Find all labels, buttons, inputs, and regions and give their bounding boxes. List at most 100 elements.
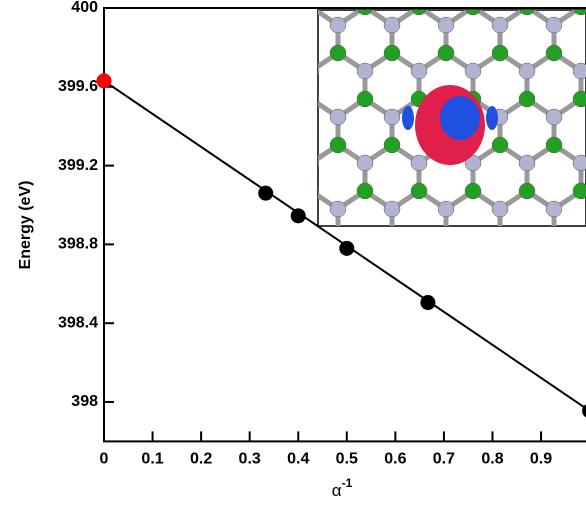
atom	[330, 201, 346, 217]
atom	[519, 91, 535, 107]
atom	[438, 229, 454, 245]
atom	[465, 247, 481, 263]
bond	[554, 283, 581, 301]
atom	[519, 183, 535, 199]
bond	[581, 237, 586, 255]
atom	[411, 183, 427, 199]
atom	[546, 229, 562, 245]
bond	[500, 237, 527, 255]
atom	[492, 17, 508, 33]
y-tick-label: 398.4	[58, 314, 98, 331]
bond	[527, 237, 554, 255]
atom	[384, 137, 400, 153]
bond	[257, 237, 284, 255]
y-tick-label: 399.6	[58, 78, 98, 95]
x-tick-label: 0.1	[141, 450, 163, 467]
atom	[357, 275, 373, 291]
atom	[492, 45, 508, 61]
x-tick-label: 0.5	[336, 450, 358, 467]
orbital-blue-side	[486, 106, 498, 130]
atom	[492, 201, 508, 217]
bond	[500, 283, 527, 301]
atom	[384, 45, 400, 61]
data-point	[291, 208, 306, 223]
bond	[581, 283, 586, 301]
atom	[492, 137, 508, 153]
bond	[527, 283, 554, 301]
atom	[384, 229, 400, 245]
atom	[384, 17, 400, 33]
data-point	[97, 73, 112, 88]
atom	[330, 137, 346, 153]
bond	[257, 145, 284, 163]
atom	[276, 17, 292, 33]
bond	[365, 237, 392, 255]
atom	[573, 275, 586, 291]
bond	[338, 283, 365, 301]
atom	[411, 155, 427, 171]
x-tick-label: 0.6	[384, 450, 406, 467]
atom	[573, 63, 586, 79]
x-tick-label: 0	[100, 450, 109, 467]
orbital-blue-side	[402, 106, 414, 130]
bond	[284, 99, 311, 117]
atom	[546, 17, 562, 33]
atom	[303, 183, 319, 199]
orbital-blue	[440, 96, 480, 140]
chart: Energy (eV) α-1 398398.4398.8399.2399.64…	[0, 0, 586, 505]
atom	[357, 91, 373, 107]
bond	[446, 283, 473, 301]
x-tick-label: 0.7	[433, 450, 455, 467]
atom	[303, 275, 319, 291]
bond	[446, 237, 473, 255]
bond	[284, 7, 311, 25]
atom	[276, 137, 292, 153]
bond	[311, 283, 338, 301]
atom	[303, 247, 319, 263]
atom	[465, 183, 481, 199]
atom	[465, 275, 481, 291]
atom	[546, 45, 562, 61]
x-axis-label: α-1	[332, 476, 353, 500]
x-tick-label: 0.9	[530, 450, 552, 467]
atom	[384, 201, 400, 217]
bond	[284, 145, 311, 163]
atom	[330, 109, 346, 125]
atom	[573, 91, 586, 107]
atom	[519, 275, 535, 291]
atom	[546, 201, 562, 217]
bond	[284, 283, 311, 301]
y-axis-label: Energy (eV)	[17, 181, 34, 270]
bond	[392, 237, 419, 255]
atom	[357, 155, 373, 171]
data-point	[420, 295, 435, 310]
bond	[473, 237, 500, 255]
y-tick-label: 398.8	[58, 236, 98, 253]
data-point	[258, 186, 273, 201]
atom	[303, 63, 319, 79]
atom	[303, 91, 319, 107]
atom	[438, 17, 454, 33]
bond	[284, 53, 311, 71]
atom	[519, 247, 535, 263]
atom	[411, 247, 427, 263]
x-tick-label: 0.3	[239, 450, 261, 467]
x-tick-label: 0.8	[481, 450, 503, 467]
atom	[276, 229, 292, 245]
atom	[438, 45, 454, 61]
bond	[365, 283, 392, 301]
atom	[519, 155, 535, 171]
atom	[411, 275, 427, 291]
data-point	[339, 241, 354, 256]
atom	[330, 45, 346, 61]
atom	[438, 201, 454, 217]
inset-image	[257, 0, 586, 301]
bond	[284, 237, 311, 255]
y-tick-label: 400	[71, 0, 98, 16]
atom	[546, 137, 562, 153]
atom	[465, 63, 481, 79]
y-tick-label: 398	[71, 393, 98, 410]
atom	[357, 183, 373, 199]
atom	[357, 63, 373, 79]
atom	[546, 109, 562, 125]
